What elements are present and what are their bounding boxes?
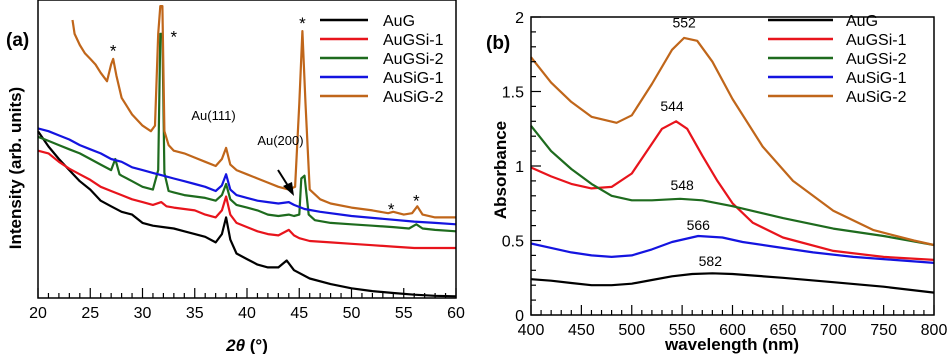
series-line-augsi-1	[37, 149, 456, 250]
peak-wavelength-label: 566	[687, 217, 711, 233]
legend-label-ausig-2: AuSiG-2	[383, 89, 444, 106]
x-tick-label: 60	[447, 305, 465, 322]
x-tick-label: 550	[669, 322, 696, 339]
series-line-ausig-1	[530, 234, 935, 264]
x-tick-label: 500	[618, 322, 645, 339]
panel-a-xlabel-unit: (°)	[245, 336, 268, 354]
x-tick-label: 600	[719, 322, 746, 339]
y-tick-label: 2	[515, 10, 524, 27]
panel-b: (b) Absorbance 400 450 500 550 600 650 700 750 8…	[486, 10, 947, 354]
panel-b-ylabel: Absorbance	[491, 121, 510, 219]
panel-a-legend: AuG AuGSi-1 AuGSi-2 AuSiG-1 AuSiG-2	[320, 13, 444, 106]
x-tick-label: 750	[870, 322, 897, 339]
peak-wavelength-label: 544	[660, 98, 684, 114]
x-tick-label: 800	[921, 322, 948, 339]
peak-asterisk: *	[299, 14, 306, 33]
y-tick-label: 1.5	[502, 85, 524, 102]
panel-b-ticks: 400 450 500 550 600 650 700 750 800 0 0.5 1 1.5 2	[502, 10, 948, 339]
panel-b-legend: AuG AuGSi-1 AuGSi-2 AuSiG-1 AuSiG-2	[768, 13, 907, 106]
panel-b-xlabel: wavelength (nm)	[664, 335, 799, 354]
panel-a-arrow	[277, 169, 294, 196]
panel-b-plot-area	[530, 36, 935, 294]
x-tick-label: 50	[343, 305, 361, 322]
peak-label: Au(200)	[257, 133, 303, 148]
au200-arrow-head	[283, 182, 294, 196]
series-line-ausig-1	[37, 127, 457, 226]
panel-b-annotations: 552 544 548 566 582	[660, 14, 722, 268]
peak-wavelength-label: 552	[672, 14, 696, 30]
panel-a-label: (a)	[6, 30, 29, 51]
x-tick-label: 450	[568, 322, 595, 339]
panel-a-ylabel: Intensity (arb. units)	[6, 87, 25, 249]
peak-wavelength-label: 582	[699, 253, 723, 269]
peak-asterisk: *	[413, 192, 420, 211]
peak-asterisk: *	[110, 42, 117, 61]
x-tick-label: 45	[290, 305, 308, 322]
legend-label-ausig-1: AuSiG-1	[846, 70, 907, 87]
series-line-aug	[37, 130, 457, 298]
legend-label-aug: AuG	[846, 13, 878, 30]
y-tick-label: 0.5	[502, 234, 524, 251]
x-tick-label: 25	[81, 305, 99, 322]
legend-label-aug: AuG	[383, 13, 415, 30]
series-line-ausig-2	[530, 36, 935, 247]
peak-asterisk: *	[388, 200, 395, 219]
peak-label: Au(111)	[191, 108, 235, 123]
x-tick-label: 55	[395, 305, 413, 322]
x-tick-label: 400	[518, 322, 545, 339]
peak-asterisk: *	[171, 28, 178, 47]
panel-a-ticks: 20 25 30 35 40 45 50 55 60	[29, 288, 465, 322]
x-tick-label: 700	[820, 322, 847, 339]
panel-b-label: (b)	[486, 33, 510, 54]
x-tick-label: 35	[186, 305, 204, 322]
series-line-ausig-2	[71, 5, 456, 219]
x-tick-label: 20	[29, 305, 47, 322]
x-tick-label: 30	[134, 305, 152, 322]
legend-label-augsi-1: AuGSi-1	[383, 32, 444, 49]
legend-label-ausig-1: AuSiG-1	[383, 70, 444, 87]
y-tick-label: 0	[515, 308, 524, 325]
legend-label-augsi-2: AuGSi-2	[846, 51, 907, 68]
panel-a-xlabel: 2θ (°)	[225, 336, 268, 354]
series-line-augsi-2	[530, 125, 935, 247]
panel-a-annotations: * * * * * Au(111) Au(200)	[110, 14, 420, 219]
legend-label-augsi-2: AuGSi-2	[383, 51, 444, 68]
series-line-aug	[530, 272, 935, 294]
panel-a-plot-area	[37, 5, 457, 298]
y-tick-label: 1	[515, 159, 524, 176]
series-line-augsi-1	[530, 120, 935, 261]
legend-label-augsi-1: AuGSi-1	[846, 32, 907, 49]
x-tick-label: 650	[770, 322, 797, 339]
panel-a-xlabel-symbol: 2θ	[225, 336, 245, 354]
panel-a: (a) Intensity (arb. units) 20 25 30 35 40 45 5…	[6, 0, 465, 354]
x-tick-label: 40	[238, 305, 256, 322]
peak-wavelength-label: 548	[670, 177, 694, 193]
legend-label-ausig-2: AuSiG-2	[846, 89, 907, 106]
